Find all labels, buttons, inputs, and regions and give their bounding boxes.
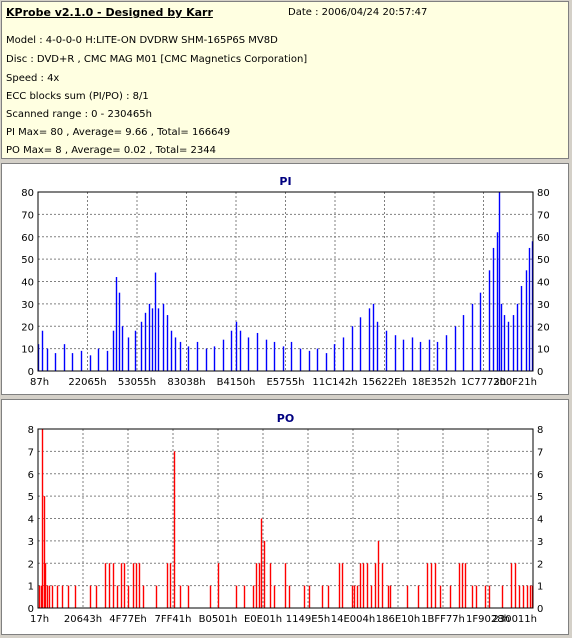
po-xtick-label: 20643h bbox=[64, 614, 102, 625]
pi-summary-line: PI Max= 80 , Average= 9.66 , Total= 1666… bbox=[6, 127, 231, 138]
ecc-line: ECC blocks sum (PI/PO) : 8/1 bbox=[6, 91, 149, 102]
pi-xtick-label: 18E352h bbox=[412, 377, 456, 388]
pi-ytick-left: 20 bbox=[21, 322, 34, 333]
pi-xtick-label: E5755h bbox=[266, 377, 304, 388]
po-xtick-label: 17h bbox=[30, 614, 49, 625]
po-ytick-right: 8 bbox=[537, 425, 543, 436]
po-ytick-left: 1 bbox=[28, 582, 34, 593]
po-xtick-label: 4F77Eh bbox=[109, 614, 147, 625]
pi-ytick-right: 30 bbox=[537, 300, 550, 311]
po-summary-line: PO Max= 8 , Average= 0.02 , Total= 2344 bbox=[6, 145, 216, 156]
po-xtick-label: B0501h bbox=[199, 614, 238, 625]
pi-ytick-left: 30 bbox=[21, 300, 34, 311]
po-ytick-right: 4 bbox=[537, 515, 543, 526]
pi-xtick-label: 15622Eh bbox=[362, 377, 406, 388]
pi-chart: PI 0 0 10 10 20 20 30 30 40 40 50 50 60 60 70 70 80 80 87h 2… bbox=[21, 175, 550, 388]
pi-ytick-right: 80 bbox=[537, 188, 550, 199]
pi-ytick-right: 70 bbox=[537, 210, 550, 221]
po-xtick-label: E0E01h bbox=[244, 614, 282, 625]
pi-ytick-left: 80 bbox=[21, 188, 34, 199]
pi-plot-border bbox=[37, 191, 534, 372]
po-xtick-label: 14E004h bbox=[331, 614, 375, 625]
pi-ytick-left: 70 bbox=[21, 210, 34, 221]
pi-chart-title: PI bbox=[279, 175, 291, 188]
po-ytick-left: 0 bbox=[28, 604, 34, 615]
pi-ytick-right: 20 bbox=[537, 322, 550, 333]
po-ytick-left: 2 bbox=[28, 559, 34, 570]
pi-ytick-left: 40 bbox=[21, 278, 34, 289]
po-ytick-right: 6 bbox=[537, 470, 543, 481]
speed-line: Speed : 4x bbox=[6, 73, 60, 84]
po-xtick-label: 1149E5h bbox=[286, 614, 330, 625]
pi-xtick-label: 53055h bbox=[118, 377, 156, 388]
pi-xtick-label: 200F21h bbox=[493, 377, 537, 388]
scan-date: Date : 2006/04/24 20:57:47 bbox=[288, 7, 428, 18]
pi-xtick-label: B4150h bbox=[217, 377, 256, 388]
pi-ytick-left: 50 bbox=[21, 255, 34, 266]
app-title: KProbe v2.1.0 - Designed by Karr bbox=[6, 6, 213, 19]
po-ytick-right: 3 bbox=[537, 537, 543, 548]
po-chart-title: PO bbox=[277, 412, 294, 425]
pi-chart-panel: PI 0 0 10 10 20 20 30 30 40 40 50 50 60 60 70 70 80 80 87h 2… bbox=[1, 163, 569, 395]
range-line: Scanned range : 0 - 230465h bbox=[6, 109, 152, 120]
pi-xtick-label: 22065h bbox=[68, 377, 106, 388]
po-xtick-label: 7FF41h bbox=[155, 614, 192, 625]
po-ytick-left: 7 bbox=[28, 447, 34, 458]
pi-ytick-left: 10 bbox=[21, 345, 34, 356]
po-xtick-label: 1BFF77h bbox=[421, 614, 465, 625]
pi-ytick-right: 10 bbox=[537, 345, 550, 356]
po-chart: PO 0 0 1 1 2 2 3 3 4 4 5 5 6 6 7 7 8 8 17h 20643h 4F77Eh 7FF41… bbox=[28, 412, 544, 625]
pi-xtick-label: 1C7773h bbox=[461, 377, 506, 388]
pi-xtick-label: 87h bbox=[30, 377, 49, 388]
pi-ytick-right: 50 bbox=[537, 255, 550, 266]
po-ytick-left: 3 bbox=[28, 537, 34, 548]
pi-ytick-left: 0 bbox=[28, 367, 34, 378]
po-xtick-label: 186E10h bbox=[376, 614, 420, 625]
po-xtick-label: 230011h bbox=[492, 614, 537, 625]
po-ytick-left: 4 bbox=[28, 515, 34, 526]
pi-ytick-right: 0 bbox=[537, 367, 543, 378]
pi-xtick-label: 83038h bbox=[167, 377, 205, 388]
po-chart-panel: PO 0 0 1 1 2 2 3 3 4 4 5 5 6 6 7 7 8 8 17h 20643h 4F77Eh 7FF41… bbox=[1, 399, 569, 635]
info-panel: KProbe v2.1.0 - Designed by Karr Date : … bbox=[1, 1, 569, 159]
po-xtick-label: 1F9028h bbox=[466, 614, 510, 625]
po-ytick-left: 5 bbox=[28, 492, 34, 503]
po-ytick-right: 0 bbox=[537, 604, 543, 615]
pi-xtick-label: 11C142h bbox=[312, 377, 357, 388]
po-ytick-right: 7 bbox=[537, 447, 543, 458]
pi-ytick-left: 60 bbox=[21, 233, 34, 244]
pi-ytick-right: 60 bbox=[537, 233, 550, 244]
po-ytick-left: 6 bbox=[28, 470, 34, 481]
po-ytick-right: 1 bbox=[537, 582, 543, 593]
po-ytick-right: 2 bbox=[537, 559, 543, 570]
disc-line: Disc : DVD+R , CMC MAG M01 [CMC Magnetic… bbox=[6, 54, 308, 65]
po-ytick-right: 5 bbox=[537, 492, 543, 503]
po-ytick-left: 8 bbox=[28, 425, 34, 436]
model-line: Model : 4-0-0-0 H:LITE-ON DVDRW SHM-165P… bbox=[6, 35, 278, 46]
po-plot-border bbox=[37, 428, 534, 609]
pi-ytick-right: 40 bbox=[537, 278, 550, 289]
